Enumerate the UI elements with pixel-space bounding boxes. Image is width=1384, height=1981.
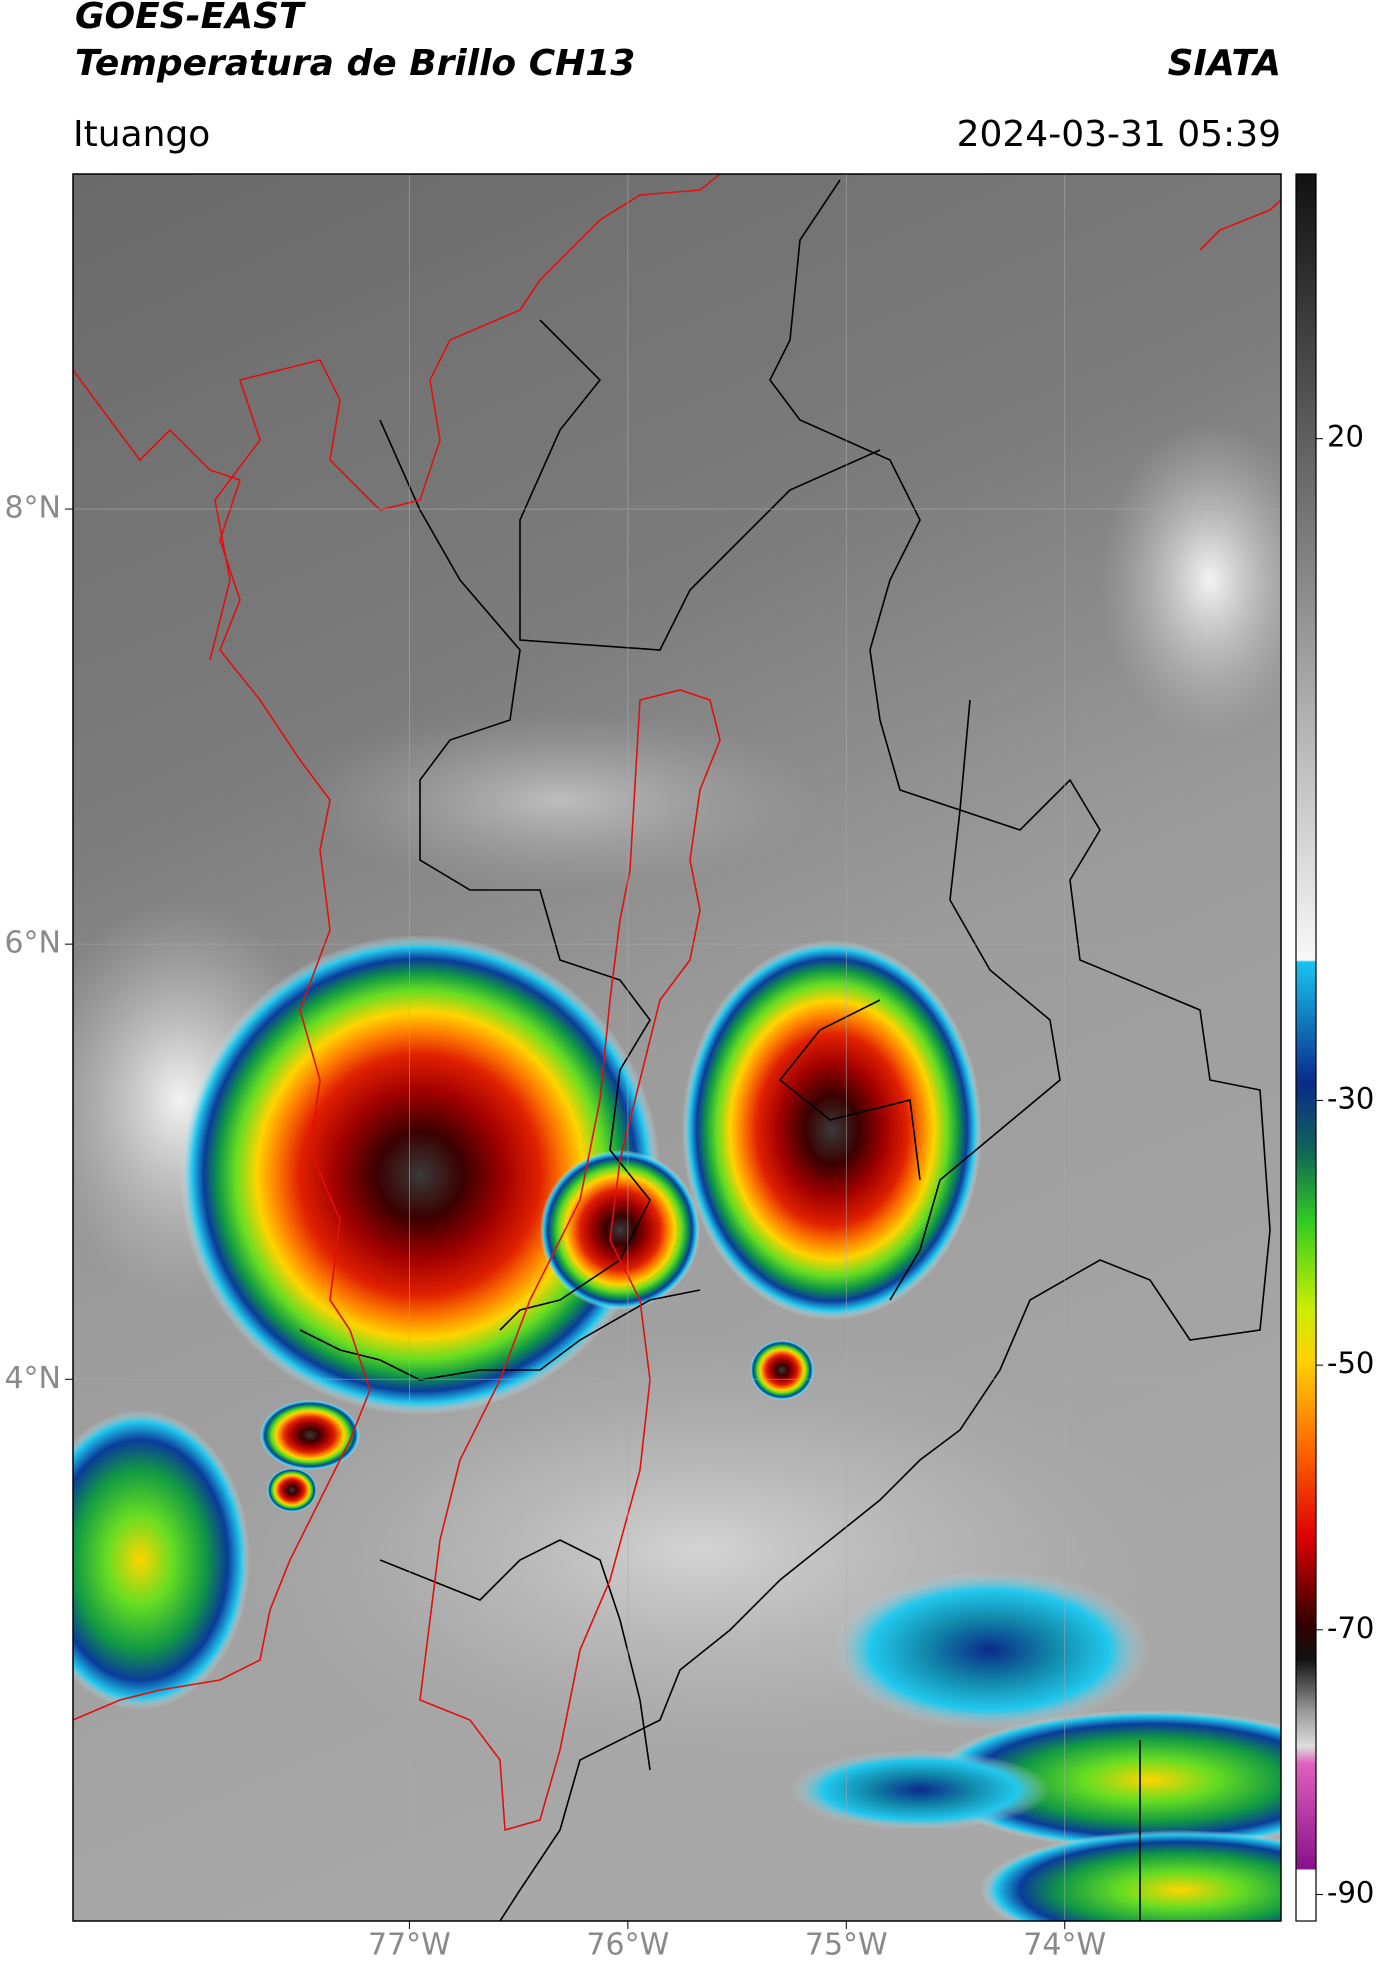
- coastline: [1199, 199, 1281, 251]
- title: GOES-EAST: [75, 0, 306, 37]
- region-outline: [419, 689, 721, 1832]
- colorbar-tick-label: -50: [1327, 1346, 1374, 1380]
- cloud: [1100, 420, 1281, 740]
- map: [73, 174, 1281, 1921]
- coastline: [73, 369, 371, 1721]
- subtitle: Temperatura de Brillo CH13: [75, 43, 635, 84]
- y-tick-label: 4°N: [4, 1361, 61, 1396]
- colorbar-tick-label: -30: [1327, 1081, 1374, 1115]
- storm-cell: [267, 1468, 317, 1512]
- colorbar-tick-label: -90: [1327, 1876, 1374, 1910]
- cloud-cell: [790, 1750, 1050, 1830]
- colorbar-tick-label: -70: [1327, 1611, 1374, 1645]
- cloud: [300, 710, 820, 890]
- boundary: [889, 699, 1061, 1301]
- storm-cell: [682, 940, 982, 1320]
- coastline: [209, 174, 721, 661]
- cloud-cell: [830, 1570, 1150, 1730]
- x-tick-label: 74°W: [1023, 1928, 1106, 1963]
- boundary: [299, 1289, 701, 1381]
- boundary: [379, 419, 651, 1331]
- y-tick-label: 6°N: [4, 926, 61, 961]
- x-tick-label: 76°W: [586, 1928, 669, 1963]
- colorbar-tick-label: 20: [1327, 420, 1364, 454]
- cloud-cell: [980, 1830, 1281, 1921]
- boundary: [499, 179, 1271, 1921]
- storm-cell: [750, 1340, 814, 1400]
- grid: [73, 174, 1281, 1921]
- boundary: [519, 319, 881, 651]
- cloud-cell: [73, 1410, 250, 1710]
- storm-cell: [540, 1150, 700, 1310]
- source: SIATA: [1168, 43, 1281, 84]
- storm-cell: [180, 935, 660, 1415]
- location: Ituango: [73, 114, 210, 155]
- boundary: [778, 999, 921, 1181]
- x-tick-label: 77°W: [368, 1928, 451, 1963]
- storm-cell: [260, 1400, 360, 1470]
- colorbar: [1295, 173, 1317, 1922]
- boundary: [379, 1539, 651, 1771]
- x-tick-label: 75°W: [805, 1928, 888, 1963]
- datetime: 2024-03-31 05:39: [957, 114, 1281, 155]
- y-tick-label: 8°N: [4, 491, 61, 526]
- map-frame: [72, 173, 1282, 1922]
